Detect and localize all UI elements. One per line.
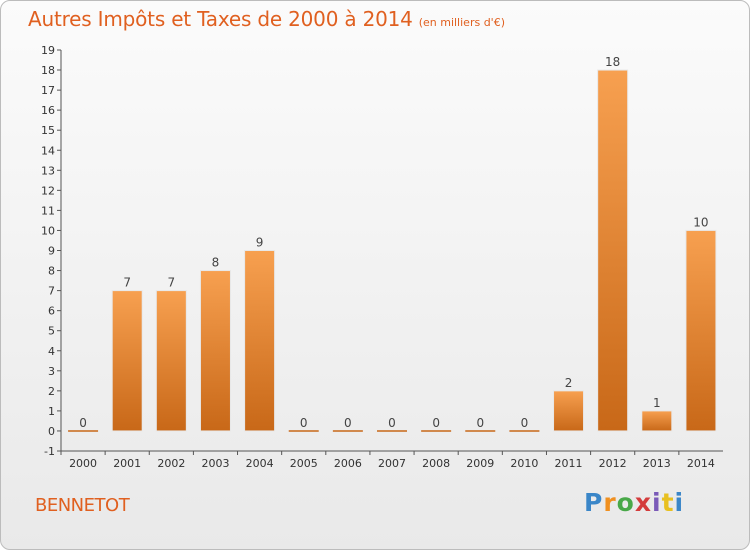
y-tick-label: 11 [41,204,55,217]
data-label: 7 [123,276,131,290]
y-tick-label: 14 [41,144,55,157]
x-tick-label: 2010 [510,457,538,470]
data-label: 8 [212,256,220,270]
data-label: 0 [300,416,308,430]
logo-letter: P [584,488,604,517]
y-tick-label: 19 [41,44,55,57]
y-tick-label: 5 [48,325,55,338]
data-label: 18 [605,55,620,69]
data-label: 10 [693,215,708,229]
bar [553,390,585,432]
data-label: 7 [168,276,176,290]
y-tick-label: 15 [41,124,55,137]
logo-letter: t [661,488,675,517]
y-tick-label: 0 [48,425,55,438]
logo-letter: i [652,488,662,517]
logo-letter: o [616,488,635,517]
x-tick-label: 2014 [687,457,715,470]
bar [244,250,276,432]
y-tick-label: 9 [48,245,55,258]
x-tick-label: 2007 [378,457,406,470]
data-label: 0 [432,416,440,430]
y-tick-label: 18 [41,64,55,77]
y-tick-label: -1 [44,445,55,458]
data-label: 0 [344,416,352,430]
commune-name: BENNETOT [35,495,130,516]
x-tick-label: 2013 [643,457,671,470]
y-tick-label: 12 [41,184,55,197]
logo-letter: r [603,488,617,517]
x-tick-label: 2000 [69,457,97,470]
bar [641,410,673,432]
logo-letter: x [634,488,652,517]
logo-letter: i [674,488,685,517]
data-label: 0 [521,416,529,430]
data-label: 0 [476,416,484,430]
bar [685,229,717,432]
data-label: 0 [79,416,87,430]
bar [111,290,143,432]
data-label: 0 [388,416,396,430]
bars [68,69,717,432]
x-tick-label: 2003 [201,457,229,470]
data-label: 9 [256,236,264,250]
y-tick-label: 17 [41,84,55,97]
y-tick-label: 1 [48,405,55,418]
bar [155,290,187,432]
chart-header: Autres Impôts et Taxes de 2000 à 2014 (en… [28,7,505,31]
data-labels: 0 7 7 8 9 0 0 0 0 0 0 2 18 1 10 [79,55,708,430]
y-tick-label: 16 [41,104,55,117]
x-tick-label: 2001 [113,457,141,470]
data-label: 1 [653,396,661,410]
y-tick-label: 3 [48,365,55,378]
x-tick-label: 2006 [334,457,362,470]
bar [199,270,231,432]
x-tick-label: 2002 [157,457,185,470]
bar [597,69,629,432]
data-label: 2 [565,376,573,390]
y-tick-label: 6 [48,305,55,318]
chart-title: Autres Impôts et Taxes de 2000 à 2014 [28,7,413,31]
x-tick-label: 2011 [555,457,583,470]
proxiti-logo: Proxiti [584,488,684,517]
y-tick-label: 2 [48,385,55,398]
x-tick-label: 2012 [599,457,627,470]
y-tick-label: 13 [41,164,55,177]
y-tick-label: 4 [48,345,55,358]
y-tick-label: 7 [48,285,55,298]
x-tick-label: 2005 [290,457,318,470]
x-tick-label: 2008 [422,457,450,470]
x-tick-label: 2009 [466,457,494,470]
chart-unit: (en milliers d'€) [418,16,505,29]
y-tick-label: 8 [48,265,55,278]
x-tick-label: 2004 [246,457,274,470]
y-tick-label: 10 [41,224,55,237]
